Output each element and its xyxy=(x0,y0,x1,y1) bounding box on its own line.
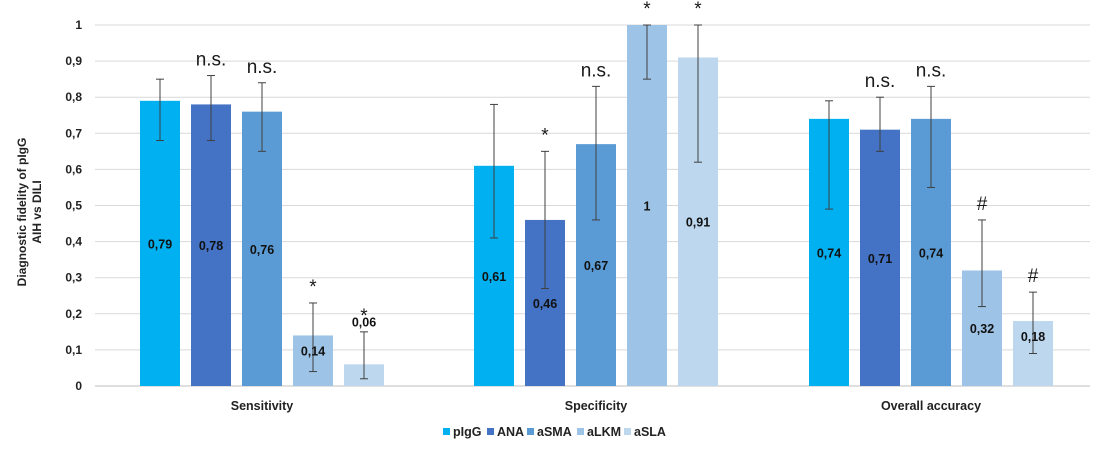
y-tick-labels: 0 0,1 0,2 0,3 0,4 0,5 0,6 0,7 0,8 0,9 1 xyxy=(65,18,82,393)
y-tick-label: 0,8 xyxy=(65,90,82,104)
significance-label: * xyxy=(360,306,368,327)
bar-value-label: 0,67 xyxy=(584,259,608,273)
y-tick-label: 0 xyxy=(75,379,82,393)
y-tick-label: 0,6 xyxy=(65,162,82,176)
significance-label: n.s. xyxy=(196,50,227,71)
legend-swatch xyxy=(527,428,534,435)
bar-value-label: 0,78 xyxy=(199,239,223,253)
y-axis-label-line1: Diagnostic fidelity of pIgG xyxy=(15,138,29,287)
y-tick-label: 0,1 xyxy=(65,343,82,357)
bar xyxy=(860,129,900,386)
significance-label: n.s. xyxy=(865,71,896,92)
bar-value-label: 1 xyxy=(644,200,651,214)
error-bars-layer xyxy=(156,24,1037,380)
bar-value-label: 0,06 xyxy=(352,315,376,329)
significance-label: # xyxy=(1028,266,1039,287)
significance-label: n.s. xyxy=(581,60,612,81)
bar xyxy=(242,111,282,386)
significance-label: * xyxy=(309,277,317,298)
legend-swatch xyxy=(443,428,450,435)
y-tick-label: 0,2 xyxy=(65,307,82,321)
bar-value-label: 0,61 xyxy=(482,270,506,284)
value-labels-layer: 0,79 0,78 0,76 0,14 0,06 0,61 0,46 0,67 1 0,91 0,7… xyxy=(148,200,1045,359)
bar-value-label: 0,32 xyxy=(970,322,994,336)
bar-value-label: 0,46 xyxy=(533,297,557,311)
y-tick-label: 0,3 xyxy=(65,271,82,285)
y-tick-label: 0,5 xyxy=(65,199,82,213)
legend-label: pIgG xyxy=(453,425,481,439)
category-label: Sensitivity xyxy=(231,399,294,413)
significance-label: * xyxy=(694,0,702,20)
y-axis-label-line2: AIH vs DILI xyxy=(30,180,44,243)
y-tick-label: 0,9 xyxy=(65,54,82,68)
legend-label: aSMA xyxy=(537,425,572,439)
bar xyxy=(140,100,180,386)
legend: pIgG ANA aSMA aLKM aSLA xyxy=(443,425,666,439)
bar-value-label: 0,71 xyxy=(868,252,892,266)
bar-value-label: 0,91 xyxy=(686,216,710,230)
significance-label: n.s. xyxy=(916,60,947,81)
significance-label: # xyxy=(977,194,988,215)
legend-swatch xyxy=(577,428,584,435)
bar xyxy=(627,25,667,386)
category-label: Specificity xyxy=(565,399,628,413)
significance-annotations-layer: n.s. n.s. * * * n.s. * * n.s. n.s. # # xyxy=(196,0,1039,327)
significance-label: n.s. xyxy=(247,57,278,78)
bar-value-label: 0,79 xyxy=(148,237,172,251)
bar-value-label: 0,14 xyxy=(301,344,325,358)
y-tick-label: 1 xyxy=(75,18,82,32)
bar-value-label: 0,18 xyxy=(1021,330,1045,344)
bar-value-label: 0,74 xyxy=(817,246,841,260)
bar-value-label: 0,74 xyxy=(919,246,943,260)
significance-label: * xyxy=(541,125,549,146)
significance-label: * xyxy=(643,0,651,20)
bar-value-label: 0,76 xyxy=(250,243,274,257)
y-tick-label: 0,7 xyxy=(65,126,82,140)
legend-swatch xyxy=(487,428,494,435)
legend-label: aSLA xyxy=(634,425,666,439)
legend-label: ANA xyxy=(497,425,524,439)
y-tick-label: 0,4 xyxy=(65,235,82,249)
bar xyxy=(191,104,231,387)
category-labels-layer: Sensitivity Specificity Overall accuracy xyxy=(231,399,981,413)
legend-label: aLKM xyxy=(587,425,621,439)
legend-swatch xyxy=(624,428,631,435)
category-label: Overall accuracy xyxy=(881,399,981,413)
